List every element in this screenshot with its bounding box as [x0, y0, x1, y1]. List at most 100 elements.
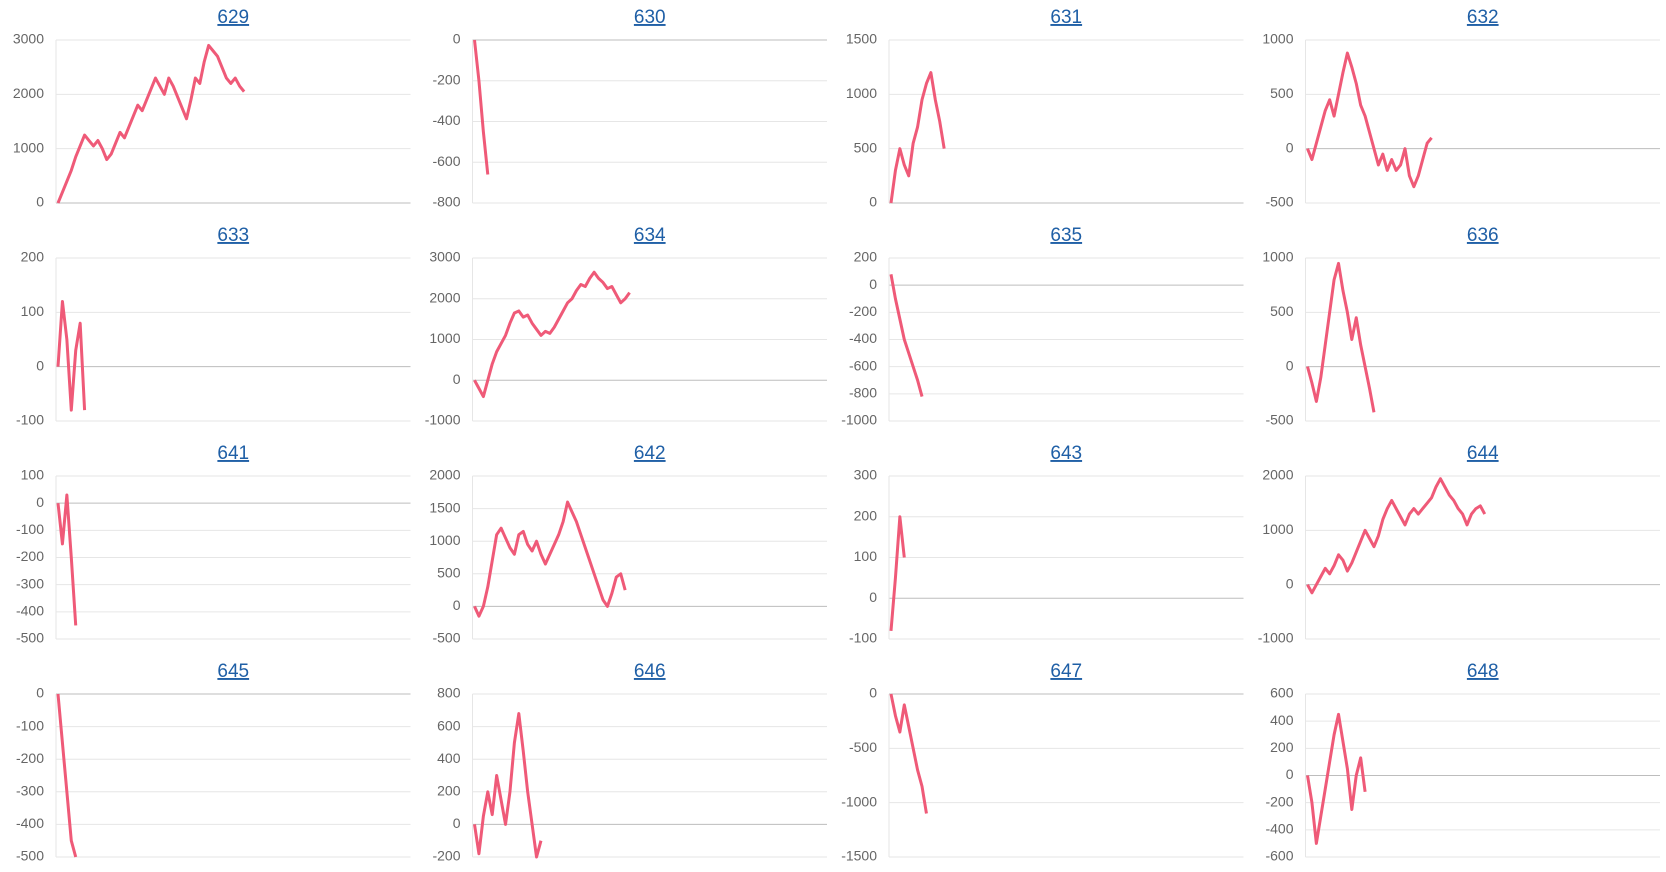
- y-tick-label: 0: [869, 589, 877, 605]
- chart-title[interactable]: 646: [634, 661, 666, 682]
- y-tick-label: 3000: [429, 249, 460, 265]
- y-tick-label: -500: [1265, 194, 1293, 210]
- y-tick-label: -500: [432, 630, 460, 646]
- mini-chart: 648 -600 -400 -200 0 200 400 600: [1265, 661, 1660, 864]
- y-tick-label: 500: [1270, 85, 1294, 101]
- y-tick-label: -100: [16, 412, 44, 428]
- mini-chart: 630 -800 -600 -400 -200 0: [432, 7, 827, 210]
- chart-title[interactable]: 647: [1050, 661, 1082, 682]
- y-tick-label: -200: [16, 548, 44, 564]
- mini-chart: 631 0 500 1000 1500: [846, 7, 1244, 210]
- mini-chart: 633 -100 0 100 200: [16, 225, 411, 428]
- chart-title[interactable]: 631: [1050, 7, 1082, 28]
- y-tick-label: 1000: [13, 139, 44, 155]
- y-tick-label: 0: [1286, 766, 1294, 782]
- line-series: [1306, 261, 1376, 413]
- mini-chart: 634 -1000 0 1000 2000 3000: [425, 225, 827, 428]
- y-tick-label: -1000: [1258, 630, 1294, 646]
- chart-title[interactable]: 635: [1050, 225, 1082, 246]
- chart-title[interactable]: 641: [217, 443, 249, 464]
- chart-title[interactable]: 648: [1467, 661, 1499, 682]
- y-tick-label: 0: [453, 31, 461, 47]
- y-tick-label: 1000: [1262, 249, 1293, 265]
- y-tick-label: 0: [453, 597, 461, 613]
- mini-chart: 646 -200 0 200 400 600 800: [432, 661, 827, 864]
- y-tick-label: 1000: [1262, 521, 1293, 537]
- mini-chart: 636 -500 0 500 1000: [1262, 225, 1660, 428]
- chart-title[interactable]: 643: [1050, 443, 1082, 464]
- y-tick-label: 500: [854, 139, 878, 155]
- line-series: [56, 299, 87, 412]
- y-tick-label: 1000: [429, 330, 460, 346]
- y-tick-label: -200: [16, 750, 44, 766]
- y-tick-label: -1000: [841, 412, 877, 428]
- chart-title[interactable]: 636: [1467, 225, 1499, 246]
- y-tick-label: -500: [1265, 412, 1293, 428]
- y-tick-label: 400: [437, 750, 461, 766]
- chart-title[interactable]: 642: [634, 443, 666, 464]
- y-tick-label: -500: [16, 630, 44, 646]
- y-tick-label: 0: [869, 276, 877, 292]
- y-tick-label: 2000: [429, 289, 460, 305]
- chart-title[interactable]: 644: [1467, 443, 1499, 464]
- y-tick-label: -1000: [425, 412, 461, 428]
- line-series: [56, 693, 78, 858]
- y-tick-label: 200: [21, 249, 45, 265]
- y-tick-label: 1000: [429, 532, 460, 548]
- y-tick-label: -200: [1265, 793, 1293, 809]
- y-tick-label: 2000: [13, 85, 44, 101]
- y-tick-label: 600: [437, 717, 461, 733]
- chart-title[interactable]: 630: [634, 7, 666, 28]
- y-tick-label: 0: [453, 371, 461, 387]
- y-tick-label: -400: [16, 815, 44, 831]
- y-tick-label: 200: [437, 783, 461, 799]
- y-tick-label: -100: [849, 630, 877, 646]
- mini-chart: 635 -1000 -800 -600 -400 -200 0 200: [841, 225, 1244, 428]
- y-tick-label: -200: [849, 303, 877, 319]
- y-tick-label: 200: [854, 507, 878, 523]
- line-series: [56, 493, 78, 626]
- line-series: [889, 71, 946, 204]
- mini-chart: 629 0 1000 2000 3000: [13, 7, 411, 210]
- y-tick-label: -600: [849, 357, 877, 373]
- mini-chart: 643 -100 0 100 200 300: [849, 443, 1244, 646]
- y-tick-label: 2000: [1262, 467, 1293, 483]
- y-tick-label: 0: [453, 815, 461, 831]
- y-tick-label: -1000: [841, 793, 877, 809]
- y-tick-label: -600: [1265, 848, 1293, 864]
- mini-chart: 632 -500 0 500 1000: [1262, 7, 1660, 210]
- line-series: [473, 712, 543, 859]
- y-tick-label: 2000: [429, 467, 460, 483]
- y-tick-label: 300: [854, 467, 878, 483]
- y-tick-label: -800: [849, 385, 877, 401]
- y-tick-label: -800: [432, 194, 460, 210]
- y-tick-label: 0: [869, 194, 877, 210]
- y-tick-label: 0: [1286, 575, 1294, 591]
- line-series: [56, 43, 246, 204]
- line-series: [1306, 712, 1367, 845]
- line-series: [889, 693, 928, 814]
- chart-title[interactable]: 632: [1467, 7, 1499, 28]
- mini-chart: 647 -1500 -1000 -500 0: [841, 661, 1244, 864]
- line-series: [473, 39, 490, 175]
- y-tick-label: -200: [432, 848, 460, 864]
- chart-title[interactable]: 634: [634, 225, 666, 246]
- mini-chart: 644 -1000 0 1000 2000: [1258, 443, 1660, 646]
- chart-title[interactable]: 629: [217, 7, 249, 28]
- y-tick-label: 0: [36, 357, 44, 373]
- y-tick-label: -400: [16, 603, 44, 619]
- y-tick-label: 500: [1270, 303, 1294, 319]
- y-tick-label: -200: [432, 71, 460, 87]
- y-tick-label: 200: [854, 249, 878, 265]
- y-tick-label: 0: [36, 494, 44, 510]
- chart-title[interactable]: 633: [217, 225, 249, 246]
- y-tick-label: -300: [16, 575, 44, 591]
- mini-chart: 641 -500 -400 -300 -200 -100 0 100: [16, 443, 411, 646]
- line-series: [1306, 477, 1487, 595]
- y-tick-label: -500: [849, 739, 877, 755]
- chart-title[interactable]: 645: [217, 661, 249, 682]
- y-tick-label: -400: [849, 330, 877, 346]
- y-tick-label: 100: [854, 548, 878, 564]
